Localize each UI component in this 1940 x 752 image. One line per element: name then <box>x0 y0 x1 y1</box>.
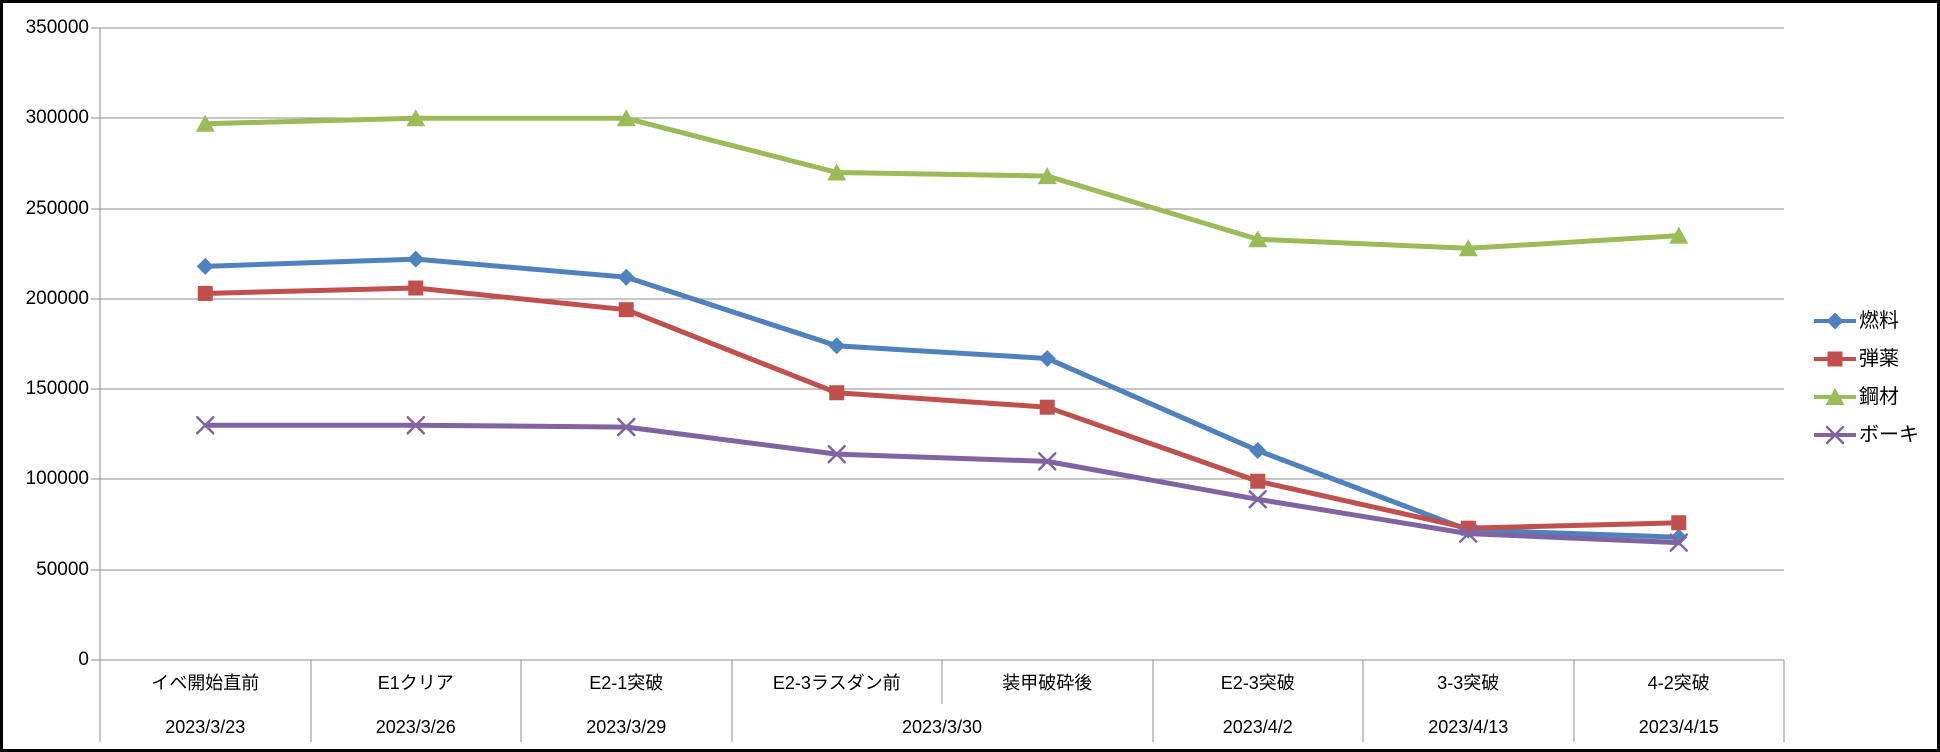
diamond-marker-icon <box>828 337 846 355</box>
diamond-marker-icon <box>407 250 425 268</box>
line-chart-plot <box>91 27 1785 742</box>
series-line-fuel <box>205 256 1679 540</box>
category-date-label: 2023/3/29 <box>586 717 667 737</box>
y-axis-tick-label: 150000 <box>25 378 89 400</box>
triangle-marker-icon <box>195 114 215 132</box>
x-cross-marker-icon <box>196 416 215 435</box>
category-date-label: 2023/4/15 <box>1638 717 1719 737</box>
x-cross-marker-icon <box>1459 524 1478 543</box>
diamond-marker-icon <box>196 257 214 275</box>
y-axis-tick-label: 0 <box>78 649 89 670</box>
series-line-bauxite <box>205 422 1679 546</box>
legend-item-bauxite: ボーキ <box>1813 421 1919 449</box>
x-cross-marker-icon <box>1669 533 1688 552</box>
triangle-marker-icon <box>827 163 847 181</box>
category-date-label: 2023/4/2 <box>1222 717 1293 737</box>
triangle-marker-icon <box>1669 226 1689 244</box>
x-cross-marker-icon <box>827 444 846 464</box>
legend-key-ammo <box>1814 351 1856 367</box>
y-axis-tick-label: 300000 <box>25 107 89 129</box>
category-label: E2-1突破 <box>589 673 664 693</box>
square-marker-icon <box>197 285 213 301</box>
square-marker-icon <box>618 302 634 318</box>
triangle-marker-icon <box>1037 167 1057 185</box>
category-label: イベ開始直前 <box>151 673 260 693</box>
category-label: E1クリア <box>377 673 454 693</box>
category-label: E2-3ラスダン前 <box>772 673 901 693</box>
diamond-marker-icon <box>1038 349 1056 367</box>
category-label: 装甲破砕後 <box>1002 673 1093 693</box>
triangle-marker-icon <box>406 109 426 127</box>
legend-item-fuel: 燃料 <box>1813 307 1899 335</box>
y-axis-tick-label: 100000 <box>25 468 89 490</box>
diamond-marker-icon <box>1249 442 1267 460</box>
legend-key-bauxite <box>1814 425 1856 445</box>
category-date-label: 2023/3/23 <box>165 717 246 737</box>
square-marker-icon <box>1039 399 1055 415</box>
x-cross-marker-icon <box>1825 425 1845 445</box>
triangle-marker-icon <box>616 109 636 127</box>
diamond-marker-icon <box>1826 312 1844 330</box>
category-label: 3-3突破 <box>1437 673 1500 693</box>
y-axis-tick-label: 200000 <box>25 287 89 309</box>
x-cross-marker-icon <box>1248 490 1267 509</box>
legend-label: ボーキ <box>1859 424 1919 446</box>
category-date-label: 2023/3/26 <box>375 717 456 737</box>
y-axis-tick-label: 50000 <box>36 558 89 580</box>
legend-label: 鋼材 <box>1859 386 1899 408</box>
x-cross-marker-icon <box>1038 452 1057 471</box>
x-cross-marker-icon <box>617 417 636 437</box>
square-marker-icon <box>1671 515 1687 531</box>
legend-item-steel: 鋼材 <box>1813 383 1899 411</box>
triangle-marker-icon <box>1458 239 1478 257</box>
series-line-steel <box>205 115 1679 251</box>
diamond-marker-icon <box>617 268 635 286</box>
legend-key-steel <box>1814 388 1856 405</box>
category-label: 4-2突破 <box>1647 673 1710 693</box>
square-marker-icon <box>829 385 845 401</box>
triangle-marker-icon <box>1825 388 1845 405</box>
category-date-label: 2023/3/30 <box>901 717 983 737</box>
legend-label: 燃料 <box>1859 310 1899 332</box>
y-axis-tick-label: 250000 <box>25 197 89 219</box>
category-label: E2-3突破 <box>1220 673 1295 693</box>
category-date-label: 2023/4/13 <box>1428 717 1509 737</box>
legend-label: 弾薬 <box>1859 348 1899 370</box>
triangle-marker-icon <box>1248 230 1268 248</box>
y-axis-tick-label: 350000 <box>25 17 89 38</box>
square-marker-icon <box>408 280 424 296</box>
x-cross-marker-icon <box>406 416 425 435</box>
legend-key-fuel <box>1814 312 1856 330</box>
legend-item-ammo: 弾薬 <box>1813 345 1899 373</box>
series-line-ammo <box>205 285 1679 531</box>
square-marker-icon <box>1250 473 1266 489</box>
square-marker-icon <box>1827 351 1843 367</box>
